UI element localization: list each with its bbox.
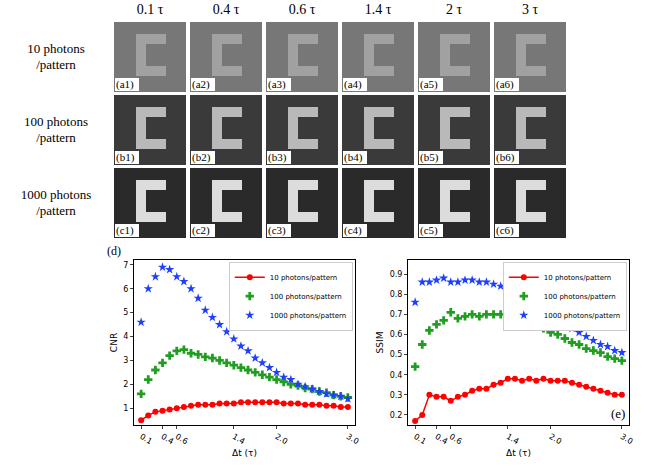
- svg-text:(b1): (b1): [116, 151, 135, 164]
- html-text:/pattern: /pattern: [36, 130, 76, 145]
- html-text:0.4 τ: 0.4 τ: [212, 2, 240, 17]
- svg-text:0.6: 0.6: [448, 432, 464, 446]
- html-text:2 τ: 2 τ: [445, 2, 463, 17]
- html-text:0.1 τ: 0.1 τ: [136, 2, 164, 17]
- svg-text:(c1): (c1): [116, 224, 134, 237]
- svg-text:100 photons/pattern: 100 photons/pattern: [270, 293, 342, 301]
- html-text:/pattern: /pattern: [36, 203, 76, 218]
- svg-text:5: 5: [123, 308, 128, 317]
- svg-text:(c2): (c2): [192, 224, 210, 237]
- svg-text:0.1: 0.1: [138, 432, 154, 446]
- svg-text:3: 3: [123, 356, 128, 365]
- svg-text:(b6): (b6): [496, 151, 515, 164]
- svg-text:10 photons/pattern: 10 photons/pattern: [544, 274, 611, 282]
- svg-text:Δt (τ): Δt (τ): [232, 448, 257, 458]
- svg-text:1: 1: [123, 404, 128, 413]
- svg-text:(c5): (c5): [420, 224, 438, 237]
- svg-text:0.1: 0.1: [412, 432, 428, 446]
- svg-text:3.0: 3.0: [345, 432, 361, 446]
- svg-text:(b4): (b4): [344, 151, 363, 164]
- svg-text:2: 2: [123, 380, 128, 389]
- html-text:1.4 τ: 1.4 τ: [364, 2, 392, 17]
- svg-text:2.0: 2.0: [274, 432, 290, 446]
- svg-text:0.4: 0.4: [434, 432, 450, 446]
- svg-text:0.4: 0.4: [160, 432, 176, 446]
- svg-text:7: 7: [123, 261, 128, 270]
- svg-text:(c3): (c3): [268, 224, 286, 237]
- svg-text:0.4: 0.4: [390, 371, 403, 380]
- svg-text:6: 6: [123, 285, 128, 294]
- svg-text:(a6): (a6): [496, 78, 514, 91]
- svg-text:0.8: 0.8: [390, 290, 403, 299]
- svg-text:(d): (d): [107, 244, 121, 258]
- svg-text:(a5): (a5): [420, 78, 438, 91]
- svg-text:3.0: 3.0: [619, 432, 635, 446]
- svg-text:0.7: 0.7: [390, 310, 403, 319]
- html-text:10 photons: 10 photons: [27, 41, 85, 56]
- svg-text:(a3): (a3): [268, 78, 286, 91]
- svg-text:100 photons/pattern: 100 photons/pattern: [544, 293, 616, 301]
- svg-text:(a4): (a4): [344, 78, 362, 91]
- svg-text:(a1): (a1): [116, 78, 134, 91]
- svg-text:1.4: 1.4: [231, 432, 247, 446]
- svg-text:(e): (e): [611, 406, 625, 421]
- svg-text:0.6: 0.6: [390, 330, 403, 339]
- svg-text:0.6: 0.6: [174, 432, 190, 446]
- html-text:1000 photons: 1000 photons: [20, 187, 92, 202]
- svg-text:10 photons/pattern: 10 photons/pattern: [270, 274, 337, 282]
- svg-text:Δt (τ): Δt (τ): [506, 448, 531, 458]
- svg-text:1000 photons/pattern: 1000 photons/pattern: [544, 312, 620, 320]
- html-text:3 τ: 3 τ: [521, 2, 539, 17]
- svg-text:SSIM: SSIM: [375, 332, 385, 354]
- svg-text:4: 4: [123, 332, 128, 341]
- svg-text:0.9: 0.9: [390, 270, 403, 279]
- svg-text:(b2): (b2): [192, 151, 211, 164]
- svg-text:0.2: 0.2: [390, 411, 403, 420]
- svg-text:0.3: 0.3: [390, 391, 403, 400]
- svg-text:(b3): (b3): [268, 151, 287, 164]
- svg-text:(c4): (c4): [344, 224, 362, 237]
- html-text:100 photons: 100 photons: [24, 114, 88, 129]
- svg-text:CNR: CNR: [109, 333, 119, 352]
- svg-text:(b5): (b5): [420, 151, 439, 164]
- html-text:/pattern: /pattern: [36, 57, 76, 72]
- svg-text:1.4: 1.4: [505, 432, 521, 446]
- svg-text:1000 photons/pattern: 1000 photons/pattern: [270, 312, 346, 320]
- svg-text:(c6): (c6): [496, 224, 514, 237]
- svg-text:0.5: 0.5: [390, 350, 403, 359]
- html-text:0.6 τ: 0.6 τ: [288, 2, 316, 17]
- svg-text:(a2): (a2): [192, 78, 210, 91]
- svg-text:2.0: 2.0: [548, 432, 564, 446]
